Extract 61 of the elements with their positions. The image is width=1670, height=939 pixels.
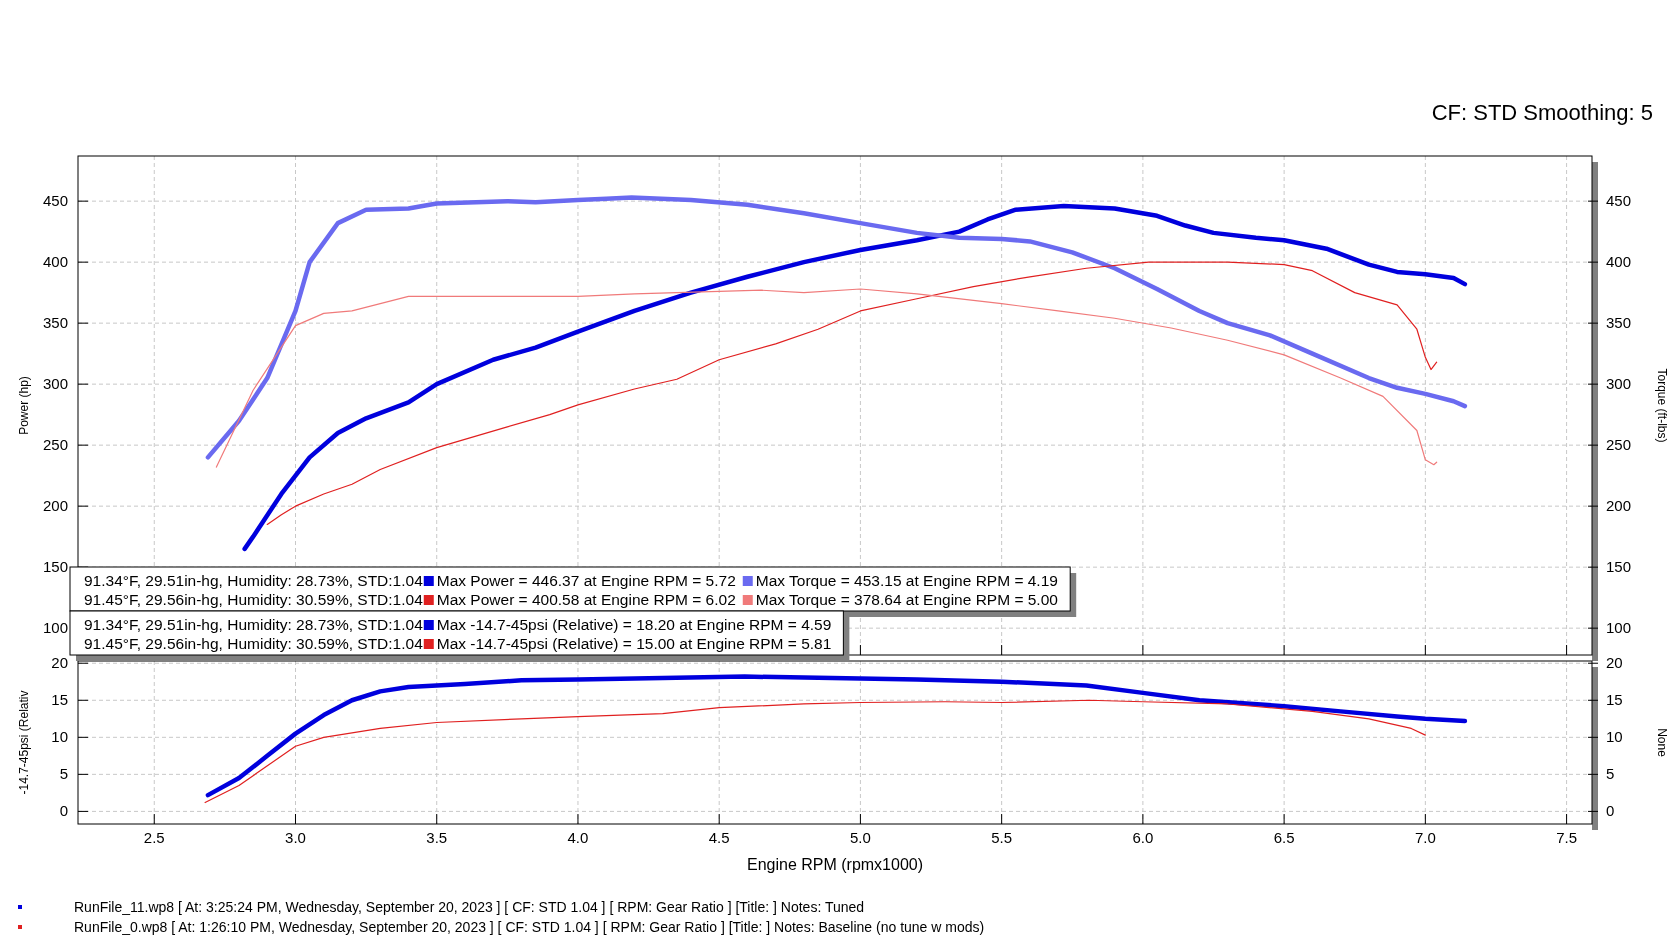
y2-tick-label: 15: [1606, 691, 1623, 709]
y-tick-label: 20: [51, 654, 68, 672]
y2-tick-label: 10: [1606, 728, 1623, 746]
y-tick-label: 450: [42, 192, 68, 210]
x-tick-label: 5.0: [849, 829, 871, 846]
y2-tick-label: 250: [1606, 436, 1632, 454]
y-tick-label: 300: [42, 375, 68, 393]
y-tick-label: 5: [59, 765, 68, 783]
x-tick-label: 5.5: [991, 829, 1013, 846]
y-tick-label: 100: [42, 619, 68, 637]
y-tick-label: 250: [42, 436, 68, 454]
line-series: [205, 674, 1468, 798]
x-tick-label: 6.5: [1273, 829, 1295, 846]
y2-tick-label: 100: [1606, 619, 1632, 637]
y2-axis-title: None: [1655, 728, 1669, 758]
text: RunFile_0.wp8 [ At: 1:26:10 PM, Wednesday, September 20, 2023 ] [ CF: STD 1.04 ] [ RPM: Gear Ratio ] [Title: ] Notes: Baseline (no tune w mods): [74, 919, 985, 935]
y-axis-title: Power (hp): [17, 376, 31, 435]
line-series: [215, 288, 1438, 468]
y2-tick-label: 450: [1606, 192, 1632, 210]
annotation: 91.34°F, 29.51in-hg, Humidity: 28.73%, STD:1.04: [84, 616, 424, 633]
legend-label: Max Torque = 378.64 at Engine RPM = 5.00: [755, 591, 1059, 608]
y-tick-label: 150: [42, 558, 68, 576]
x-axis-title: Engine RPM (rpmx1000): [746, 856, 924, 873]
x-tick-label: 6.0: [1132, 829, 1154, 846]
x-tick-label: 3.0: [285, 829, 306, 846]
y2-tick-label: 300: [1606, 375, 1632, 393]
annotation: 91.45°F, 29.56in-hg, Humidity: 30.59%, STD:1.04: [84, 591, 424, 608]
y2-tick-label: 0: [1606, 802, 1615, 820]
x-tick-label: 7.0: [1414, 829, 1436, 846]
line-series: [204, 699, 1426, 804]
line-series: [242, 203, 1468, 552]
y-tick-label: 400: [42, 253, 68, 271]
y2-tick-label: 5: [1606, 765, 1615, 783]
y2-tick-label: 400: [1606, 253, 1632, 271]
y-tick-label: 15: [51, 691, 68, 709]
legend-label: Max Torque = 453.15 at Engine RPM = 4.19: [755, 572, 1058, 589]
x-tick-label: 4.5: [708, 829, 730, 846]
text: RunFile_11.wp8 [ At: 3:25:24 PM, Wednesday, September 20, 2023 ] [ CF: STD 1.04 ] [ RPM: Gear Ratio ] [Title: ] Notes: Tuned: [74, 899, 865, 915]
x-tick-label: 3.5: [426, 829, 448, 846]
y2-tick-label: 20: [1606, 654, 1623, 672]
annotation: 91.34°F, 29.51in-hg, Humidity: 28.73%, STD:1.04: [84, 572, 424, 589]
y-axis-title: -14.7-45psi (Relativ: [17, 690, 31, 795]
y2-tick-label: 150: [1606, 558, 1632, 576]
line-series: [266, 261, 1438, 526]
y-tick-label: 350: [42, 314, 68, 332]
y-tick-label: 0: [59, 802, 68, 820]
x-tick-label: 7.5: [1556, 829, 1578, 846]
legend-label: Max -14.7-45psi (Relative) = 15.00 at Engine RPM = 5.81: [436, 635, 832, 652]
y-tick-label: 200: [42, 497, 68, 515]
legend-label: Max Power = 446.37 at Engine RPM = 5.72: [436, 572, 736, 589]
chart-title: CF: STD Smoothing: 5: [1431, 100, 1653, 125]
x-tick-label: 4.0: [567, 829, 589, 846]
y2-tick-label: 350: [1606, 314, 1632, 332]
legend-label: Max -14.7-45psi (Relative) = 18.20 at Engine RPM = 4.59: [436, 616, 832, 633]
annotation: 91.45°F, 29.56in-hg, Humidity: 30.59%, STD:1.04: [84, 635, 424, 652]
legend-label: Max Power = 400.58 at Engine RPM = 6.02: [436, 591, 736, 608]
y-tick-label: 10: [51, 728, 68, 746]
x-tick-label: 2.5: [143, 829, 165, 846]
y2-axis-title: Torque (ft-lbs): [1655, 368, 1669, 443]
y2-tick-label: 200: [1606, 497, 1632, 515]
line-series: [205, 195, 1468, 460]
